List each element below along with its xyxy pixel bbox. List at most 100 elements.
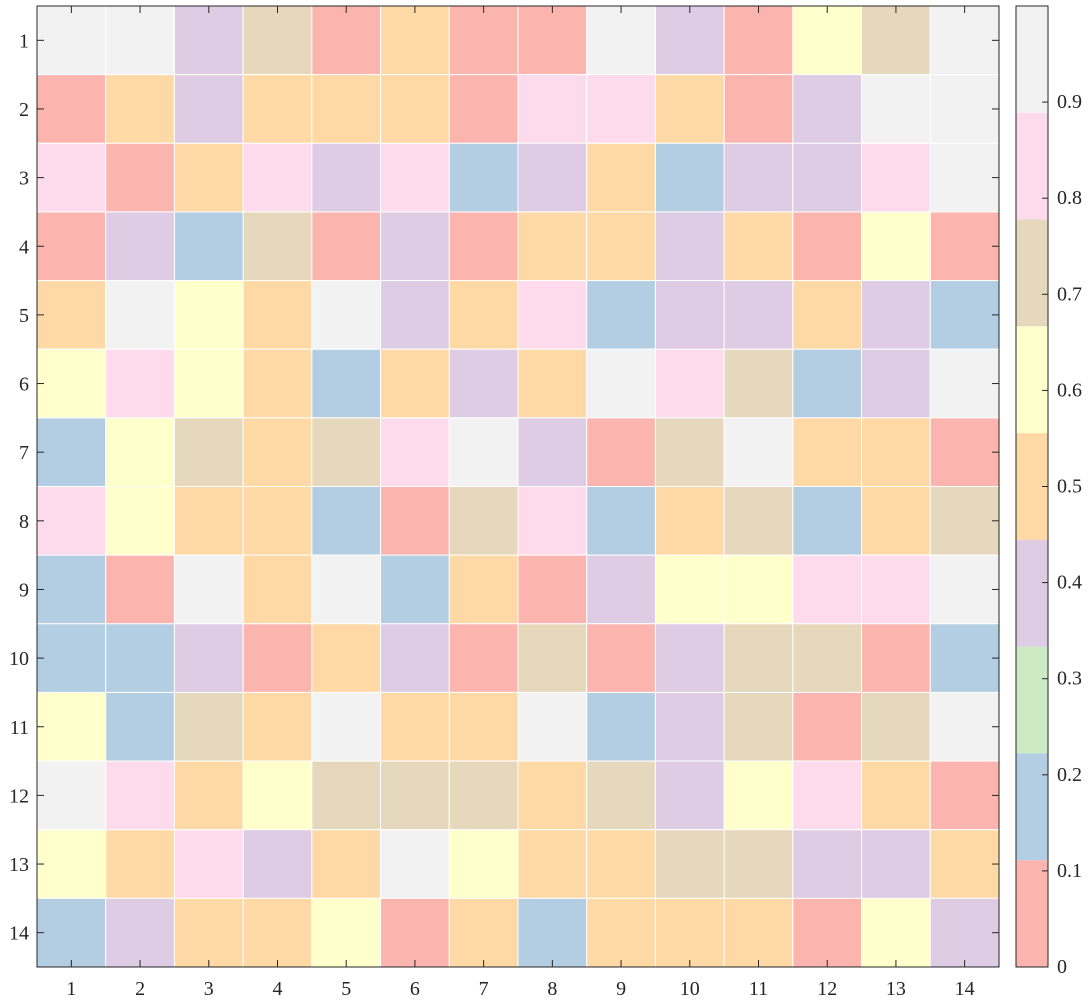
heatmap-cell: [586, 760, 656, 831]
heatmap-cell: [380, 142, 450, 213]
heatmap-cell: [105, 554, 175, 625]
heatmap-cell: [448, 417, 519, 488]
heatmap-cell: [792, 486, 863, 556]
heatmap-cell: [929, 486, 1000, 556]
heatmap-cell: [311, 417, 382, 488]
heatmap-cell: [242, 691, 313, 762]
colorbar-tick-label: 0.4: [1057, 572, 1082, 594]
y-tick-label: 9: [19, 579, 29, 601]
heatmap-cell: [654, 760, 725, 831]
heatmap-cell: [311, 829, 382, 899]
heatmap-cell: [861, 760, 931, 831]
heatmap-cell: [380, 829, 450, 899]
heatmap-cell: [36, 623, 107, 693]
heatmap-cell: [173, 554, 244, 625]
heatmap-cell: [654, 142, 725, 213]
colorbar-tick-label: 0.9: [1057, 91, 1082, 113]
x-tick-label: 2: [135, 978, 145, 1000]
x-axis-tick-labels: 1 2 3 4 5 6 7 8 9 10 11 12 13 14: [66, 978, 974, 1000]
heatmap-cell: [517, 142, 588, 213]
heatmap-cell: [448, 348, 519, 419]
heatmap-cell: [654, 417, 725, 488]
heatmap-cell: [586, 897, 656, 968]
heatmap-cell: [517, 897, 588, 968]
heatmap-cell: [586, 5, 656, 76]
heatmap-cell: [586, 691, 656, 762]
heatmap-cell: [929, 417, 1000, 488]
heatmap-cell: [36, 211, 107, 282]
heatmap-cell: [723, 74, 794, 144]
colorbar-tick-label: 0.2: [1057, 764, 1082, 786]
y-tick-label: 3: [19, 168, 29, 190]
heatmap-cell: [36, 5, 107, 76]
heatmap-cell: [380, 280, 450, 350]
colorbar: [1015, 5, 1049, 968]
heatmap-cell: [792, 348, 863, 419]
heatmap-cell: [792, 417, 863, 488]
plot-frame: [36, 5, 1000, 968]
heatmap-cell: [173, 142, 244, 213]
x-tick-label: 7: [479, 978, 489, 1000]
heatmap-cell: [380, 897, 450, 968]
heatmap-cell: [105, 280, 175, 350]
heatmap-cell: [311, 623, 382, 693]
colorbar-segment: [1016, 539, 1048, 647]
heatmap-cell: [792, 211, 863, 282]
heatmap-cell: [586, 211, 656, 282]
heatmap-cell: [723, 691, 794, 762]
heatmap-cell: [105, 760, 175, 831]
heatmap-cell: [723, 760, 794, 831]
heatmap-cell: [517, 5, 588, 76]
heatmap-cell: [380, 691, 450, 762]
heatmap-cell: [311, 486, 382, 556]
heatmap-cell: [448, 74, 519, 144]
heatmap-cell: [242, 5, 313, 76]
x-tick-label: 3: [204, 978, 214, 1000]
colorbar-segment: [1016, 219, 1048, 327]
x-tick-label: 10: [680, 978, 700, 1000]
heatmap-cell: [929, 760, 1000, 831]
heatmap-cell: [380, 5, 450, 76]
heatmap-cell: [448, 623, 519, 693]
heatmap-cell: [517, 554, 588, 625]
heatmap-cell: [173, 829, 244, 899]
colorbar-segment: [1016, 112, 1048, 220]
heatmap-cell: [792, 554, 863, 625]
heatmap-cell: [723, 623, 794, 693]
heatmap-cell: [792, 623, 863, 693]
heatmap-cell: [242, 829, 313, 899]
y-tick-label: 12: [9, 785, 29, 807]
heatmap-cell: [173, 348, 244, 419]
heatmap-cell: [311, 142, 382, 213]
y-tick-label: 1: [19, 30, 29, 52]
colorbar-segment: [1016, 6, 1048, 113]
heatmap-cell: [242, 554, 313, 625]
heatmap-cell: [242, 760, 313, 831]
heatmap-cell: [311, 897, 382, 968]
y-tick-label: 14: [9, 923, 29, 945]
heatmap-cell: [723, 5, 794, 76]
heatmap-cell: [448, 5, 519, 76]
heatmap-cell: [36, 897, 107, 968]
heatmap-cell: [654, 74, 725, 144]
heatmap-cell: [380, 554, 450, 625]
heatmap-cell: [586, 348, 656, 419]
colorbar-tick-label: 0: [1057, 956, 1067, 978]
colorbar-tick-labels: 0 0.1 0.2 0.3 0.4 0.5 0.6 0.7 0.8 0.9: [1057, 91, 1082, 978]
heatmap-cell: [586, 554, 656, 625]
heatmap-cell: [929, 554, 1000, 625]
heatmap-cell: [242, 280, 313, 350]
heatmap-cell: [792, 74, 863, 144]
heatmap-cell: [929, 691, 1000, 762]
y-tick-label: 6: [19, 374, 29, 396]
heatmap-cell: [36, 74, 107, 144]
heatmap-cell: [242, 348, 313, 419]
heatmap-cell: [36, 142, 107, 213]
heatmap-cell: [654, 829, 725, 899]
heatmap-cell: [654, 211, 725, 282]
heatmap-cell: [105, 417, 175, 488]
heatmap-cell: [792, 829, 863, 899]
x-tick-label: 13: [886, 978, 906, 1000]
heatmap-cell: [36, 280, 107, 350]
